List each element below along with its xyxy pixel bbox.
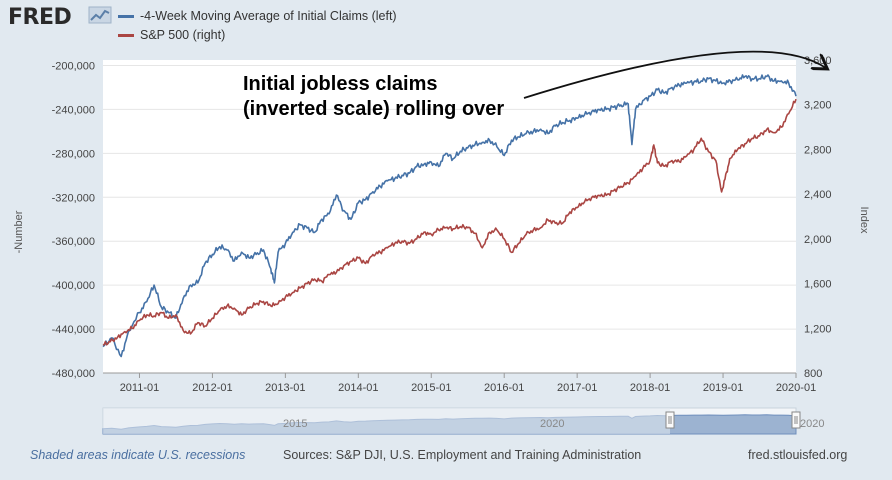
y-left-tick-label: -360,000 bbox=[52, 236, 95, 248]
y-right-tick-label: 800 bbox=[804, 368, 822, 380]
sources-text: Sources: S&P DJI, U.S. Employment and Tr… bbox=[283, 448, 642, 462]
x-tick-label: 2012-01 bbox=[192, 382, 232, 394]
legend-item-sp500[interactable]: S&P 500 (right) bbox=[118, 28, 225, 42]
chart-header: FRED -4-Week Moving Average of Initial C… bbox=[0, 0, 892, 48]
site-link[interactable]: fred.stlouisfed.org bbox=[748, 448, 848, 462]
y-left-tick-label: -280,000 bbox=[52, 148, 95, 160]
y-right-tick-label: 1,200 bbox=[804, 323, 832, 335]
x-tick-label: 2016-01 bbox=[484, 382, 524, 394]
x-tick-label: 2014-01 bbox=[338, 382, 378, 394]
legend-swatch-claims bbox=[118, 14, 134, 18]
legend-label-sp500: S&P 500 (right) bbox=[140, 28, 226, 42]
annotation-line-2: (inverted scale) rolling over bbox=[243, 98, 504, 120]
plot-area[interactable] bbox=[103, 60, 796, 373]
y-right-tick-label: 2,800 bbox=[804, 144, 832, 156]
annotation-line-1: Initial jobless claims bbox=[243, 73, 438, 95]
legend-item-claims[interactable]: -4-Week Moving Average of Initial Claims… bbox=[118, 9, 397, 23]
series-line-initial-claims[interactable] bbox=[102, 74, 797, 358]
y-left-tick-label: -320,000 bbox=[52, 192, 95, 204]
legend-swatch-sp500 bbox=[118, 33, 134, 37]
navigator-handle-right[interactable] bbox=[791, 411, 801, 429]
y-left-tick-label: -480,000 bbox=[52, 368, 95, 380]
y-left-tick-label: -200,000 bbox=[52, 60, 95, 72]
y-right-tick-label: 3,200 bbox=[804, 100, 832, 112]
y-left-tick-label: -440,000 bbox=[52, 324, 95, 336]
x-tick-label: 2017-01 bbox=[557, 382, 597, 394]
y-right-tick-label: 2,000 bbox=[804, 234, 832, 246]
chart-canvas: -200,000 -240,000 -280,000 -320,000 -360,000… bbox=[13, 50, 870, 435]
series-line-sp500[interactable] bbox=[102, 98, 797, 346]
recession-note: Shaded areas indicate U.S. recessions bbox=[30, 448, 246, 462]
x-tick-label: 2015-01 bbox=[411, 382, 451, 394]
fred-logo[interactable]: FRED bbox=[8, 5, 72, 30]
x-axis-ticks: 2011-01 2012-01 2013-01 2014-01 2015-01 2016-… bbox=[103, 372, 816, 394]
annotation-arrow bbox=[523, 50, 826, 99]
chart-footer: Shaded areas indicate U.S. recessions So… bbox=[0, 448, 892, 468]
left-axis-ticks: -200,000 -240,000 -280,000 -320,000 -360,000… bbox=[52, 60, 95, 380]
x-tick-label: 2011-01 bbox=[120, 382, 160, 394]
right-axis-ticks: 3,600 3,200 2,800 2,400 2,000 1,600 1,200 800 bbox=[804, 55, 832, 380]
chart-line-icon bbox=[88, 6, 112, 24]
navigator-label-2020-end: 2020 bbox=[800, 418, 824, 430]
y-left-tick-label: -240,000 bbox=[52, 104, 95, 116]
x-tick-label: 2018-01 bbox=[630, 382, 670, 394]
x-tick-label: 2019-01 bbox=[703, 382, 743, 394]
x-tick-label: 2020-01 bbox=[776, 382, 816, 394]
y-axis-left-label: -Number bbox=[13, 210, 25, 253]
annotation: Initial jobless claims (inverted scale) … bbox=[243, 50, 826, 120]
series-layer bbox=[102, 74, 797, 358]
range-navigator[interactable]: 2015 2020 2020 bbox=[102, 407, 824, 435]
navigator-label-2020: 2020 bbox=[540, 418, 564, 430]
navigator-label-2015: 2015 bbox=[283, 418, 307, 430]
x-tick-label: 2013-01 bbox=[265, 382, 305, 394]
y-right-tick-label: 1,600 bbox=[804, 279, 832, 291]
legend-label-claims: -4-Week Moving Average of Initial Claims… bbox=[140, 9, 397, 23]
y-right-tick-label: 3,600 bbox=[804, 55, 832, 67]
y-left-tick-label: -400,000 bbox=[52, 280, 95, 292]
y-right-tick-label: 2,400 bbox=[804, 189, 832, 201]
y-axis-right-label: Index bbox=[858, 207, 870, 234]
navigator-mask bbox=[103, 408, 670, 434]
navigator-handle-left[interactable] bbox=[665, 411, 675, 429]
